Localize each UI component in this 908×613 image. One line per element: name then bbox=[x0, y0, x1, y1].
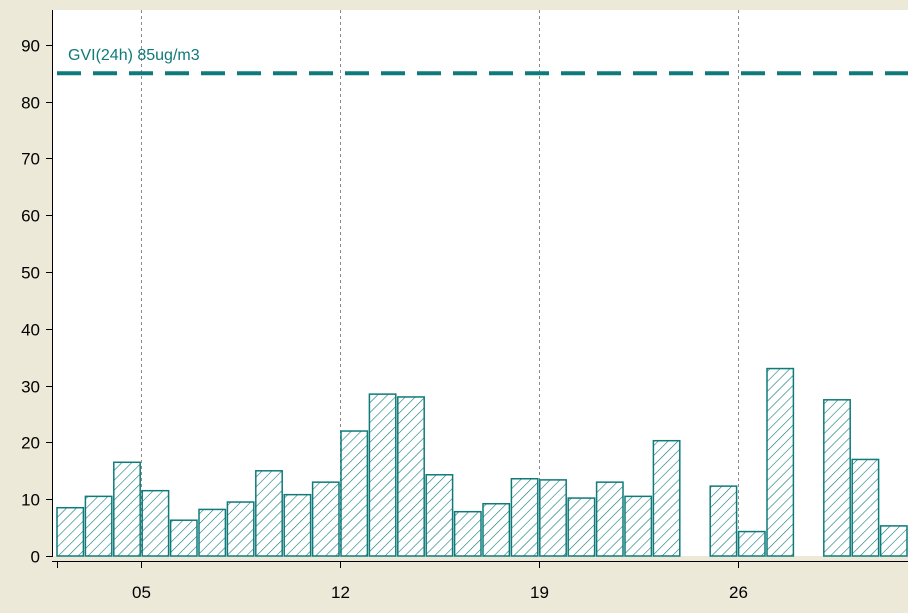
y-tick-label: 40 bbox=[21, 321, 40, 340]
bar bbox=[56, 506, 85, 557]
y-tick-label: 0 bbox=[31, 548, 40, 567]
bar bbox=[226, 501, 255, 557]
bar bbox=[141, 489, 170, 557]
x-tick-label: 19 bbox=[530, 583, 549, 602]
plot-area bbox=[52, 10, 908, 556]
bar bbox=[510, 478, 539, 557]
bar bbox=[879, 525, 908, 557]
y-tick-label: 50 bbox=[21, 264, 40, 283]
y-tick-label: 10 bbox=[21, 491, 40, 510]
bar bbox=[567, 497, 596, 557]
bar bbox=[255, 470, 283, 557]
bar bbox=[482, 502, 511, 557]
y-tick-label: 90 bbox=[21, 37, 40, 56]
bars bbox=[56, 367, 908, 557]
axes: 0 10 20 30 40 50 60 70 80 90 05 12 19 26 bbox=[21, 10, 908, 602]
bar bbox=[340, 430, 369, 557]
y-tick-label: 70 bbox=[21, 150, 40, 169]
bar bbox=[425, 474, 454, 557]
y-tick-label: 60 bbox=[21, 207, 40, 226]
bar bbox=[737, 530, 766, 557]
bar bbox=[283, 493, 312, 557]
bar bbox=[709, 485, 738, 557]
bar bbox=[311, 481, 340, 557]
y-tick-label: 20 bbox=[21, 434, 40, 453]
y-tick-label: 80 bbox=[21, 94, 40, 113]
bar bbox=[652, 439, 681, 557]
bar bbox=[84, 495, 113, 557]
bar bbox=[113, 461, 141, 557]
reference-line-label: GVI(24h) 85ug/m3 bbox=[68, 47, 200, 64]
bar bbox=[198, 508, 227, 557]
x-tick-label: 05 bbox=[132, 583, 151, 602]
bar bbox=[397, 396, 425, 557]
gridlines bbox=[141, 10, 739, 556]
y-tick-label: 30 bbox=[21, 378, 40, 397]
x-tick-label: 26 bbox=[729, 583, 748, 602]
bar bbox=[539, 479, 567, 557]
x-tick-label: 12 bbox=[331, 583, 350, 602]
bar bbox=[453, 510, 482, 557]
bar bbox=[766, 367, 795, 557]
bar bbox=[169, 519, 198, 557]
bar bbox=[624, 495, 653, 557]
bar bbox=[851, 458, 880, 557]
bar bbox=[368, 393, 397, 557]
bar bbox=[595, 481, 624, 557]
reference-line-group: GVI(24h) 85ug/m3 bbox=[57, 47, 908, 76]
bar bbox=[823, 399, 851, 557]
